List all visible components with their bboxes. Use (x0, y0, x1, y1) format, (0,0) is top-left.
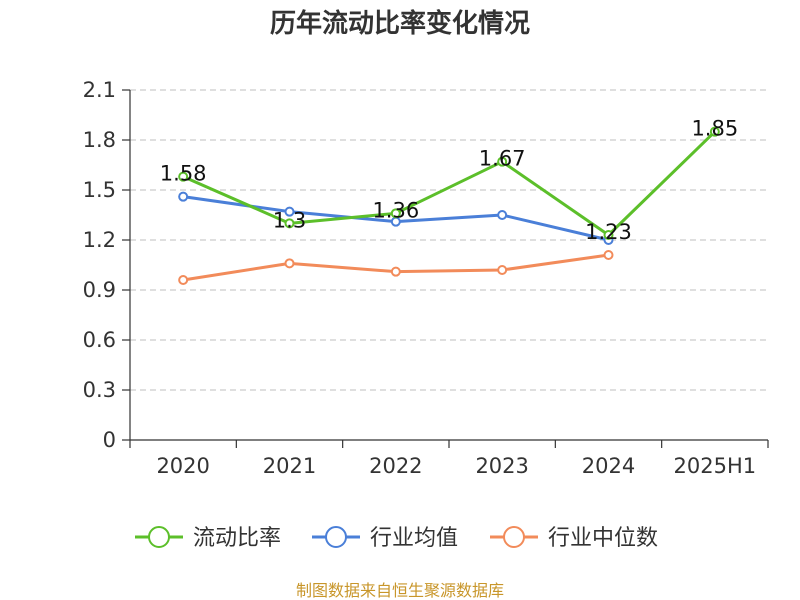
y-tick-label: 0.9 (83, 278, 116, 302)
data-label: 1.36 (372, 198, 419, 222)
axes: 0 0.3 0.6 0.9 1.2 1.5 1.8 2.1 2020 2021 2022 2023 20… (83, 78, 769, 478)
data-point (709, 126, 720, 137)
source-text: 制图数据来自恒生聚源数据库 (296, 581, 504, 600)
legend[interactable]: 流动比率 行业均值 行业中位数 (135, 526, 658, 551)
data-point (284, 218, 295, 229)
legend-label: 行业中位数 (548, 526, 658, 551)
data-label: 1.3 (273, 208, 306, 232)
data-label: 1.67 (479, 147, 526, 171)
chart-title: 历年流动比率变化情况 (270, 8, 530, 39)
x-tick-label: 2024 (582, 454, 635, 478)
y-tick-label: 1.5 (83, 178, 116, 202)
x-tick-label: 2021 (263, 454, 316, 478)
data-point (178, 171, 189, 182)
y-tick-label: 1.8 (83, 128, 116, 152)
data-point (497, 265, 508, 275)
grid (130, 89, 768, 391)
y-tick-label: 0.3 (83, 378, 116, 402)
legend-marker (325, 526, 347, 548)
x-tick-label: 2023 (475, 454, 528, 478)
y-tick-label: 0.6 (83, 328, 116, 352)
data-point (390, 208, 401, 219)
x-tick-label: 2025H1 (674, 454, 757, 478)
data-point (284, 206, 295, 217)
data-label: 1.58 (160, 162, 207, 186)
legend-item[interactable]: 流动比率 (135, 526, 281, 551)
data-point (178, 275, 189, 285)
data-point (178, 191, 189, 202)
data-point (497, 156, 508, 167)
y-tick-label: 1.2 (83, 228, 116, 252)
y-tick-label: 2.1 (83, 78, 116, 102)
legend-item[interactable]: 行业中位数 (490, 526, 658, 551)
series-line (182, 130, 716, 237)
data-label: 1.85 (691, 117, 738, 141)
data-point (390, 266, 401, 277)
legend-marker (503, 526, 525, 548)
data-point (603, 250, 614, 260)
legend-label: 行业均值 (370, 526, 458, 551)
data-labels: 1.58 1.3 1.36 1.67 1.23 1.85 (160, 117, 738, 244)
legend-item[interactable]: 行业均值 (312, 526, 458, 551)
data-point (497, 210, 508, 220)
y-tick-label: 0 (103, 428, 116, 452)
x-tick-label: 2022 (369, 454, 422, 478)
legend-marker (148, 526, 170, 548)
legend-label: 流动比率 (193, 526, 281, 551)
x-tick-label: 2020 (156, 454, 209, 478)
data-point (603, 230, 614, 240)
data-label: 1.23 (585, 220, 632, 244)
series-lines (178, 126, 720, 285)
data-point (284, 258, 295, 269)
